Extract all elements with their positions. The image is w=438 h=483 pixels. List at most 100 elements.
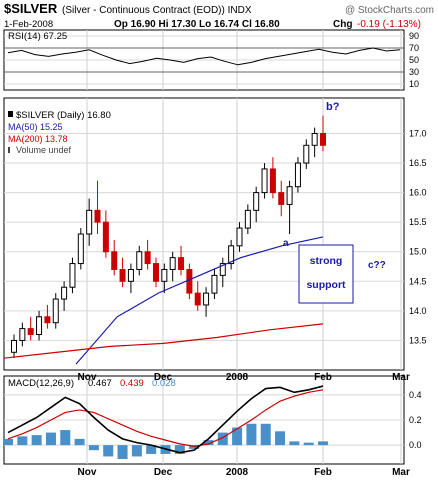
rsi-y-tick: 90: [409, 31, 419, 41]
macd-legend-label: MACD(12,26,9): [8, 378, 74, 389]
x-tick-label-mid: 2008: [226, 372, 249, 383]
macd-y-tick: 0.4: [409, 390, 422, 400]
price-y-tick: 16.0: [409, 188, 427, 198]
candle-body: [27, 328, 34, 336]
macd-histogram-bar: [31, 435, 42, 446]
rsi-y-tick: 50: [409, 55, 419, 65]
ma50-legend: MA(50) 15.25: [8, 122, 63, 132]
x-tick-label-mid: Dec: [154, 372, 173, 383]
x-tick-label-bottom: Feb: [314, 467, 332, 478]
candle-body: [294, 162, 301, 188]
price-y-tick: 15.5: [409, 217, 427, 227]
x-tick-label-mid: Nov: [78, 372, 97, 383]
gridlines: [4, 30, 404, 464]
candle-body: [178, 257, 185, 270]
candle-body: [111, 251, 118, 270]
candle-body: [228, 245, 235, 265]
macd-legend-value: 0.467: [88, 378, 112, 389]
candle-body: [320, 132, 326, 146]
ma50-line: [75, 236, 324, 365]
candle-body: [311, 132, 318, 146]
candle-body: [161, 268, 168, 282]
candle-body: [236, 227, 243, 247]
candle-body: [194, 292, 201, 306]
price-y-tick: 14.5: [409, 276, 427, 286]
price-plot: [3, 115, 326, 365]
candle-body: [44, 316, 51, 324]
volume-legend: Volume undef: [16, 145, 72, 155]
volume-legend-swatch: [8, 147, 10, 153]
macd-histogram-bar: [203, 440, 214, 446]
candle-body: [52, 298, 59, 324]
macd-histogram-bar: [74, 438, 85, 446]
candle-body: [136, 251, 143, 270]
macd-histogram-bar: [217, 432, 228, 446]
candle-body: [253, 192, 260, 211]
annotation-b: b?: [326, 101, 340, 113]
macd-histogram-bar: [103, 445, 114, 457]
rsi-y-tick: 70: [409, 43, 419, 53]
price-legend: $SILVER (Daily) 16.80: [16, 110, 111, 121]
candle-body: [211, 274, 218, 294]
price-y-tick: 13.5: [409, 335, 427, 345]
macd-line: [7, 385, 324, 454]
macd-histogram-bar: [189, 445, 200, 449]
ma200-line: [3, 323, 324, 359]
macd-signal-line: [7, 389, 324, 448]
ohlc: Op 16.90 Hi 17.30 Lo 16.74 Cl 16.80: [114, 19, 280, 30]
candle-body: [36, 316, 43, 336]
price-legend-swatch: [8, 111, 13, 117]
candle-body: [69, 263, 76, 288]
candle-body: [77, 233, 84, 265]
price-panel: [3, 97, 405, 371]
x-tick-label-bottom: Mar: [392, 467, 410, 478]
rsi-y-tick: 10: [409, 79, 419, 89]
candle-body: [86, 209, 93, 235]
support-box: [298, 244, 354, 304]
candle-body: [127, 268, 134, 282]
macd-histogram-bar: [117, 445, 128, 459]
macd-histogram-bar: [232, 427, 243, 446]
candle-body: [119, 268, 126, 282]
watermark: @ StockCharts.com: [345, 5, 434, 16]
price-y-tick: 14.0: [409, 306, 427, 316]
price-y-tick: 15.0: [409, 247, 427, 257]
macd-histogram-bar: [131, 445, 142, 457]
candle-body: [269, 168, 276, 194]
symbol: $SILVER: [4, 1, 58, 16]
candle-body: [61, 286, 68, 300]
description: (Silver - Continuous Contract (EOD)) IND…: [62, 5, 252, 16]
rsi-plot: [7, 47, 401, 66]
macd-histogram-bar: [17, 436, 28, 446]
chg-label: Chg: [333, 19, 352, 30]
macd-histogram-bar: [146, 445, 157, 454]
candle-body: [152, 263, 159, 282]
support-line2: support: [306, 279, 346, 291]
candle-body: [278, 192, 285, 205]
x-tick-label-bottom: Dec: [154, 467, 173, 478]
candle-body: [102, 221, 109, 253]
candle-body: [19, 328, 26, 341]
candle-body: [94, 209, 101, 223]
ma200-legend: MA(200) 13.78: [8, 134, 68, 144]
axes: Nov Nov Dec Dec 2008 2008 Feb Feb Mar Mar 90 70 50 30…: [78, 31, 427, 478]
macd-hist-value: 0.028: [152, 378, 176, 389]
macd-histogram-bar: [45, 432, 56, 446]
support-line1: strong: [310, 255, 343, 267]
macd-histogram-bar: [318, 441, 328, 446]
x-tick-label-bottom: 2008: [226, 467, 249, 478]
x-tick-label-bottom: Nov: [78, 467, 97, 478]
macd-plot: [3, 385, 328, 459]
candle-body: [144, 251, 151, 265]
macd-histogram-bar: [275, 431, 286, 446]
macd-histogram-bar: [303, 442, 314, 446]
rsi-legend: RSI(14) 67.25: [8, 31, 67, 42]
candle-body: [219, 263, 226, 276]
candle-body: [11, 339, 17, 353]
macd-histogram-bar: [289, 441, 300, 446]
chg-value: -0.19 (-1.13%): [357, 19, 421, 30]
macd-histogram-bar: [174, 445, 185, 454]
candle-body: [186, 268, 193, 294]
